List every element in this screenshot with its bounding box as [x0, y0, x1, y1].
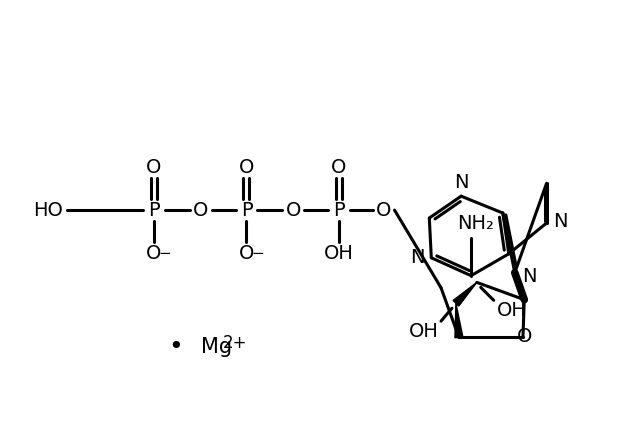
Text: O: O: [239, 244, 254, 263]
Text: O: O: [285, 201, 301, 219]
Text: P: P: [241, 201, 252, 219]
Text: 2+: 2+: [223, 334, 247, 352]
Text: O: O: [376, 201, 391, 219]
Text: O: O: [239, 158, 254, 177]
Text: N: N: [410, 248, 424, 267]
Text: OH: OH: [497, 301, 527, 320]
Text: O: O: [331, 158, 347, 177]
Text: •: •: [168, 335, 183, 359]
Text: P: P: [333, 201, 345, 219]
Text: N: N: [522, 267, 536, 286]
Text: P: P: [148, 201, 160, 219]
Text: −: −: [159, 246, 172, 261]
Text: N: N: [554, 211, 568, 231]
Text: O: O: [517, 327, 532, 346]
Text: Mg: Mg: [201, 337, 232, 357]
Text: NH₂: NH₂: [458, 215, 495, 234]
Text: OH: OH: [409, 322, 439, 341]
Text: O: O: [147, 244, 162, 263]
Polygon shape: [453, 282, 477, 306]
Text: N: N: [454, 173, 468, 192]
Text: O: O: [193, 201, 209, 219]
Text: O: O: [147, 158, 162, 177]
Text: −: −: [251, 246, 264, 261]
Polygon shape: [455, 303, 463, 338]
Text: OH: OH: [324, 244, 354, 263]
Text: HO: HO: [33, 201, 63, 219]
